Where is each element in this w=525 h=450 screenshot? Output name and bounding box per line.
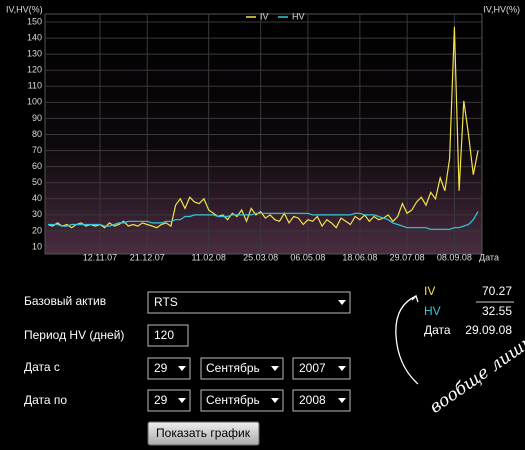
to-year-select[interactable]	[292, 389, 351, 412]
dropdown-arrow	[338, 398, 346, 403]
x-tick-label: 11.02.08	[191, 252, 225, 262]
from-month-select[interactable]	[200, 357, 284, 380]
x-tick-label: 21.12.07	[130, 252, 165, 262]
dropdown-arrow	[338, 366, 346, 371]
series-line	[47, 26, 479, 229]
dropdown-arrow	[178, 366, 186, 371]
asset-select[interactable]	[147, 291, 351, 314]
to-day-select[interactable]	[147, 389, 191, 412]
dropdown-arrow	[271, 398, 279, 403]
hv-label: HV	[424, 304, 441, 318]
y-tick-label: 20	[32, 225, 42, 235]
y-tick-label: 10	[32, 241, 42, 251]
x-tick-label: 12.11.07	[83, 252, 117, 262]
legend-label: IV	[260, 11, 269, 21]
to-month-select[interactable]	[200, 389, 284, 412]
y-tick-label: 80	[32, 129, 42, 139]
dropdown-arrow	[178, 398, 186, 403]
x-tick-label: 25.03.08	[243, 252, 278, 262]
show-chart-button[interactable]	[147, 421, 260, 446]
y-axis-label: IV,HV(%)	[6, 4, 43, 14]
date-value: 29.09.08	[465, 323, 512, 337]
y-tick-label: 50	[32, 177, 42, 187]
asset-label: Базовый актив	[24, 294, 106, 308]
legend-label: HV	[292, 11, 305, 21]
y-tick-label: 70	[32, 145, 42, 155]
from-year-select[interactable]	[292, 357, 351, 380]
y-tick-label: 30	[32, 209, 42, 219]
y-tick-label: 40	[32, 193, 42, 203]
dropdown-arrow	[338, 300, 346, 305]
date-label: Дата	[424, 323, 451, 337]
x-tick-label: 29.07.08	[390, 252, 425, 262]
button-label: Показать график	[156, 426, 251, 440]
y-tick-label: 110	[28, 81, 42, 91]
arrow-head	[411, 294, 419, 303]
x-axis-label: Дата	[479, 252, 499, 262]
from-day: 29	[154, 361, 168, 375]
y-tick-label: 130	[27, 49, 42, 59]
iv-value: 70.27	[482, 284, 512, 298]
period-label: Период HV (дней)	[24, 328, 124, 342]
y2-axis-label: IV,HV(%)	[483, 4, 520, 14]
asset-value: RTS	[154, 295, 178, 309]
to-label: Дата по	[24, 393, 67, 407]
y-tick-label: 120	[27, 65, 42, 75]
y-tick-label: 90	[32, 113, 42, 123]
x-tick-label: 18.06.08	[342, 252, 377, 262]
y-tick-label: 140	[27, 32, 42, 42]
dropdown-arrow	[271, 366, 279, 371]
from-year: 2007	[299, 361, 326, 375]
x-tick-label: 08.09.08	[437, 252, 472, 262]
handwritten-arrow	[395, 295, 419, 385]
period-value: 120	[154, 328, 174, 342]
series-line	[48, 211, 479, 230]
hv-value: 32.55	[482, 304, 512, 318]
to-day: 29	[154, 393, 168, 407]
from-month: Сентябрь	[206, 361, 260, 375]
y-tick-label: 100	[27, 97, 42, 107]
to-month: Сентябрь	[206, 393, 260, 407]
iv-label: IV	[424, 284, 435, 298]
period-input[interactable]	[147, 324, 189, 347]
from-label: Дата с	[24, 360, 60, 374]
from-day-select[interactable]	[147, 357, 191, 380]
to-year: 2008	[299, 393, 326, 407]
x-tick-label: 06.05.08	[290, 252, 325, 262]
y-tick-label: 60	[32, 161, 42, 171]
y-tick-label: 150	[27, 16, 42, 26]
